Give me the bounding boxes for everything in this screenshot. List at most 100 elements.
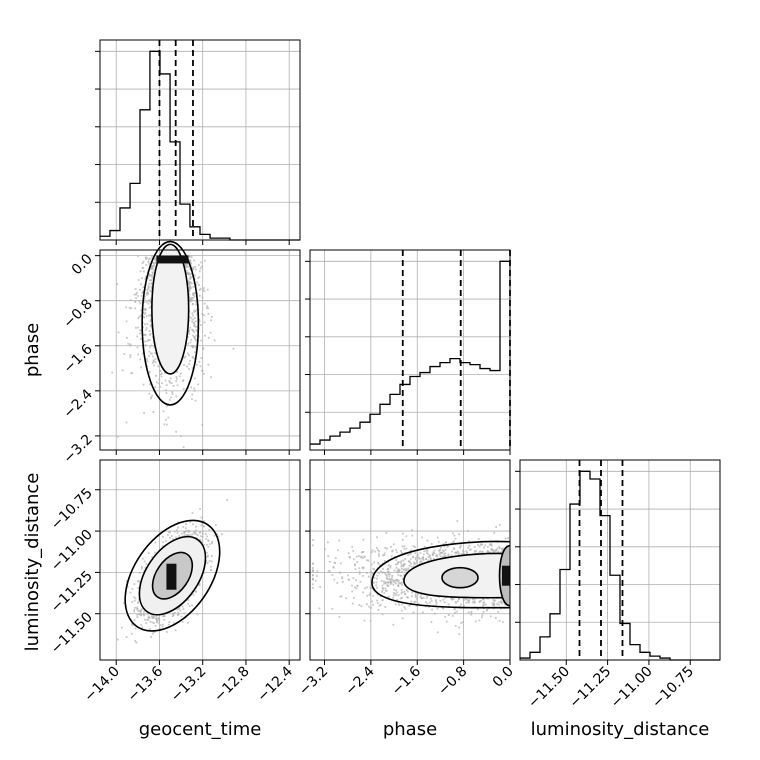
scatter-point — [134, 597, 137, 600]
scatter-point — [169, 381, 171, 384]
scatter-point — [384, 589, 387, 592]
scatter-point — [200, 541, 203, 543]
scatter-point — [196, 534, 199, 536]
scatter-point — [133, 610, 136, 613]
scatter-point — [146, 358, 148, 360]
scatter-point — [150, 266, 152, 269]
scatter-point — [200, 524, 203, 527]
scatter-point — [389, 578, 392, 581]
scatter-point — [498, 524, 501, 526]
scatter-point — [422, 596, 425, 599]
scatter-point — [478, 601, 481, 604]
scatter-point — [148, 282, 151, 285]
scatter-point — [129, 354, 132, 357]
scatter-point — [195, 283, 197, 286]
scatter-point — [501, 621, 504, 623]
y-tick-label: −11.00 — [48, 527, 96, 575]
scatter-point — [198, 320, 201, 323]
scatter-point — [143, 610, 145, 613]
scatter-point — [137, 317, 140, 320]
scatter-point — [473, 550, 476, 552]
scatter-point — [139, 358, 142, 361]
scatter-point — [397, 569, 400, 572]
scatter-point — [392, 543, 395, 546]
scatter-point — [431, 554, 434, 557]
scatter-point — [395, 566, 398, 569]
scatter-point — [142, 290, 145, 293]
scatter-point — [142, 311, 145, 314]
scatter-point — [192, 329, 195, 332]
scatter-point — [410, 600, 413, 603]
x-tick-label: −13.2 — [168, 664, 210, 706]
scatter-point — [191, 320, 194, 323]
scatter-point — [467, 529, 469, 532]
scatter-point — [149, 346, 151, 349]
scatter-point — [168, 398, 171, 401]
scatter-point — [188, 319, 191, 322]
scatter-point — [164, 379, 167, 382]
scatter-point — [143, 412, 145, 414]
scatter-point — [192, 292, 195, 295]
scatter-point — [149, 268, 152, 270]
scatter-point — [202, 372, 205, 375]
scatter-point — [210, 560, 213, 563]
x-tick-label: −13.6 — [125, 663, 167, 705]
y-tick-label: −10.75 — [48, 485, 96, 533]
scatter-point — [446, 545, 449, 548]
scatter-point — [151, 336, 154, 339]
scatter-point — [189, 273, 191, 275]
scatter-point — [147, 615, 150, 618]
scatter-point — [460, 603, 462, 606]
scatter-point — [154, 254, 157, 257]
scatter-point — [415, 561, 418, 564]
scatter-point — [372, 603, 375, 606]
scatter-point — [311, 586, 314, 589]
scatter-point — [130, 307, 133, 310]
scatter-point — [187, 273, 190, 276]
scatter-point — [191, 345, 194, 348]
scatter-point — [487, 597, 490, 600]
scatter-point — [184, 264, 187, 266]
scatter-point — [154, 352, 157, 354]
scatter-point — [443, 601, 446, 604]
scatter-point — [138, 315, 141, 318]
scatter-point — [443, 553, 445, 556]
scatter-point — [192, 285, 195, 288]
scatter-point — [141, 626, 144, 629]
scatter-point — [195, 300, 197, 303]
scatter-point — [125, 421, 128, 424]
scatter-point — [206, 535, 208, 538]
scatter-point — [177, 613, 180, 616]
scatter-point — [476, 608, 479, 611]
scatter-point — [183, 356, 186, 359]
scatter-point — [401, 538, 404, 541]
scatter-point — [187, 342, 190, 345]
scatter-point — [135, 326, 137, 329]
scatter-point — [394, 563, 397, 566]
scatter-point — [173, 611, 176, 614]
scatter-point — [133, 608, 136, 611]
scatter-point — [199, 530, 202, 533]
scatter-point — [445, 620, 448, 623]
scatter-point — [388, 575, 391, 578]
scatter-point — [162, 410, 165, 413]
scatter-point — [153, 622, 155, 625]
scatter-point — [161, 382, 163, 385]
scatter-point — [178, 375, 181, 378]
scatter-point — [122, 601, 125, 604]
scatter-point — [147, 287, 150, 290]
scatter-point — [201, 533, 204, 535]
scatter-point — [133, 596, 136, 599]
scatter-point — [396, 551, 398, 554]
scatter-point — [191, 367, 194, 370]
scatter-point — [193, 322, 196, 325]
scatter-point — [168, 621, 171, 623]
scatter-point — [192, 531, 195, 533]
scatter-point — [353, 564, 356, 567]
scatter-point — [182, 446, 185, 449]
scatter-point — [162, 535, 164, 538]
scatter-point — [148, 262, 151, 265]
scatter-point — [149, 352, 152, 355]
scatter-point — [148, 355, 151, 357]
scatter-point — [147, 286, 150, 289]
